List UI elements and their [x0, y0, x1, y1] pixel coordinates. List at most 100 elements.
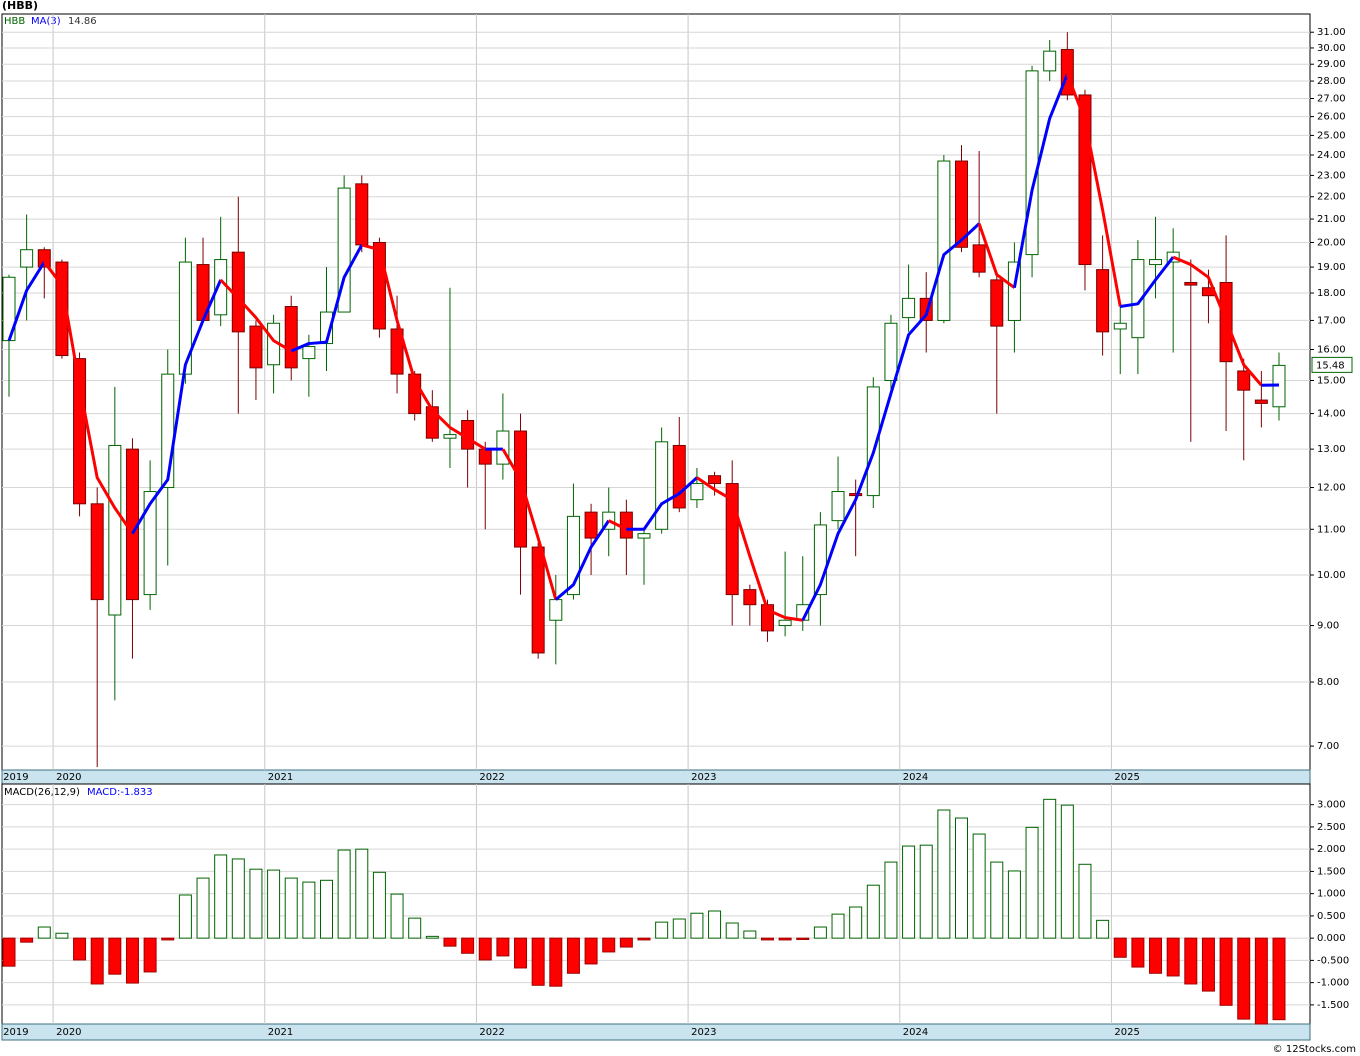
macd-bar	[178, 894, 192, 939]
y-tick-label: 14.00	[1317, 409, 1346, 420]
candle-body	[637, 533, 651, 539]
macd-bar	[267, 869, 281, 939]
macd-bar	[231, 858, 245, 939]
candle-body	[20, 249, 34, 268]
moving-average	[1172, 255, 1263, 387]
candle-body	[55, 261, 69, 357]
macd-bar	[90, 937, 104, 985]
legend-ma: MA(3)	[31, 16, 61, 27]
candle-body	[1113, 322, 1127, 330]
macd-bar	[496, 937, 510, 957]
macd-bar	[1078, 863, 1092, 939]
macd-bar	[478, 937, 492, 961]
x-tick-label: 2021	[268, 772, 293, 783]
y-tick-label: 2.000	[1317, 844, 1346, 855]
macd-bar	[849, 906, 863, 939]
macd-bar	[1201, 937, 1215, 992]
candle-body	[1237, 370, 1251, 391]
macd-bar	[408, 917, 422, 939]
macd-bar	[73, 937, 87, 961]
candle-body	[655, 441, 669, 530]
candle-body	[1043, 50, 1057, 72]
macd-bar	[1007, 870, 1021, 939]
y-tick-label: 0.500	[1317, 911, 1346, 922]
macd-bar	[1096, 919, 1110, 939]
macd-bar	[320, 879, 333, 939]
candle-body	[143, 491, 157, 596]
macd-bar	[919, 844, 933, 939]
macd-bar	[1113, 937, 1127, 958]
macd-bar	[514, 937, 528, 969]
chart-title: (HBB)	[2, 0, 38, 12]
macd-bar	[831, 913, 845, 939]
candle-body	[1025, 70, 1039, 256]
y-tick-label: 3.000	[1317, 800, 1346, 811]
candle-body	[284, 306, 298, 369]
macd-bar	[125, 937, 139, 984]
candle-body	[1149, 259, 1163, 266]
macd-bar	[196, 877, 210, 939]
macd-bar	[1149, 937, 1163, 974]
macd-bar	[602, 937, 616, 953]
moving-average	[608, 519, 628, 531]
macd-bar	[337, 849, 351, 939]
moving-average	[801, 222, 981, 621]
macd-bar	[690, 912, 704, 939]
macd-bar	[425, 935, 439, 939]
macd-bar	[1254, 937, 1268, 1025]
candle-body	[337, 187, 351, 313]
moving-average	[7, 261, 46, 342]
candle-body	[108, 444, 122, 616]
macd-bar	[20, 937, 34, 943]
macd-bar	[2, 937, 16, 967]
candle-body	[531, 546, 545, 654]
moving-average	[626, 476, 698, 531]
moving-average	[1012, 73, 1069, 288]
macd-bar	[302, 881, 316, 939]
y-tick-label: -0.500	[1317, 955, 1349, 966]
y-tick-label: 12.00	[1317, 483, 1346, 494]
x-tick-label: 2019	[3, 1027, 28, 1038]
x-tick-label: 2022	[479, 772, 504, 783]
macd-bar	[355, 848, 369, 939]
candle-body	[37, 249, 51, 268]
y-tick-label: 9.00	[1317, 621, 1339, 632]
y-tick-label: 11.00	[1317, 524, 1346, 535]
candle-body	[990, 279, 1004, 327]
x-tick-label: 2023	[691, 772, 716, 783]
macd-bar	[461, 937, 475, 954]
x-tick-label: 2020	[56, 1027, 81, 1038]
y-tick-label: 23.00	[1317, 170, 1346, 181]
candle-body	[390, 328, 404, 375]
y-tick-label: 27.00	[1317, 93, 1346, 104]
moving-average	[219, 278, 292, 353]
y-tick-label: 25.00	[1317, 130, 1346, 141]
macd-bar	[390, 893, 404, 939]
x-tick-label: 2023	[691, 1027, 716, 1038]
macd-bar	[37, 926, 51, 939]
macd-bar	[1184, 937, 1198, 985]
macd-bar	[443, 937, 457, 947]
macd-bar	[214, 854, 228, 939]
y-tick-label: 2.500	[1317, 822, 1346, 833]
macd-bar	[549, 937, 563, 987]
macd-bar	[531, 937, 545, 986]
y-tick-label: 20.00	[1317, 237, 1346, 248]
macd-title: MACD(26,12,9)	[4, 787, 80, 798]
date-band	[1, 1023, 1311, 1041]
macd-bar	[937, 809, 951, 939]
moving-average	[361, 243, 487, 451]
candle-body	[849, 493, 863, 497]
y-tick-label: 19.00	[1317, 262, 1346, 273]
macd-bar	[1272, 937, 1286, 1021]
moving-average	[554, 519, 610, 601]
macd-bar	[866, 884, 880, 939]
macd-bar	[1060, 804, 1074, 939]
candle-body	[972, 244, 986, 273]
y-tick-label: 17.00	[1317, 315, 1346, 326]
candle-body	[478, 448, 492, 465]
candle-body	[831, 491, 845, 522]
macd-bar	[884, 861, 898, 939]
macd-bar	[249, 868, 263, 939]
macd-bar	[372, 871, 386, 939]
